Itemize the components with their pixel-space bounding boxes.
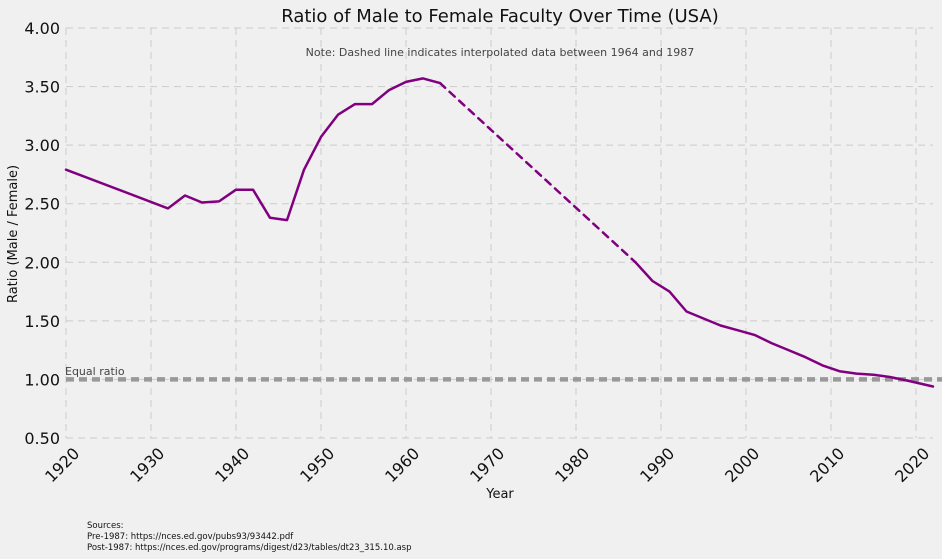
series-group [64,77,935,388]
y-axis-label: Ratio (Male / Female) [6,165,21,303]
x-tick-label: 1950 [296,444,338,486]
x-tick-labels: 1920 1930 1940 1950 1960 1970 1980 1990 2000 2010… [41,444,933,486]
x-axis-label: Year [485,487,514,502]
y-tick-label: 3.00 [24,136,60,155]
equal-ratio-label: Equal ratio [65,365,125,378]
y-tick-label: 4.00 [24,19,60,38]
interpolated-series-line [438,81,637,264]
x-tick-label: 1940 [211,444,253,486]
x-tick-label: 1970 [466,444,508,486]
chart-title: Ratio of Male to Female Faculty Over Tim… [281,6,719,27]
sources-heading: Sources: [87,521,124,531]
y-tick-label: 2.50 [24,195,60,214]
x-tick-label: 1980 [551,444,593,486]
source-pre-1987: Pre-1987: https://nces.ed.gov/pubs93/934… [87,532,294,542]
y-tick-label: 1.00 [24,370,60,389]
x-tick-label: 2010 [806,444,848,486]
chart-note: Note: Dashed line indicates interpolated… [306,46,695,59]
y-tick-labels: 0.50 1.00 1.50 2.00 2.50 3.00 3.50 4.00 [24,19,60,448]
y-tick-label: 3.50 [24,78,60,97]
y-tick-label: 2.00 [24,253,60,272]
x-tick-label: 1930 [126,444,168,486]
x-tick-label: 1960 [381,444,423,486]
source-post-1987: Post-1987: https://nces.ed.gov/programs/… [87,543,412,553]
x-tick-label: 2000 [721,444,763,486]
x-tick-label: 2020 [891,444,933,486]
series-line [64,77,442,222]
x-tick-label: 1990 [636,444,678,486]
grid [65,27,933,439]
series-line [634,261,935,388]
y-tick-label: 0.50 [24,429,60,448]
x-tick-label: 1920 [41,444,83,486]
y-tick-label: 1.50 [24,312,60,331]
